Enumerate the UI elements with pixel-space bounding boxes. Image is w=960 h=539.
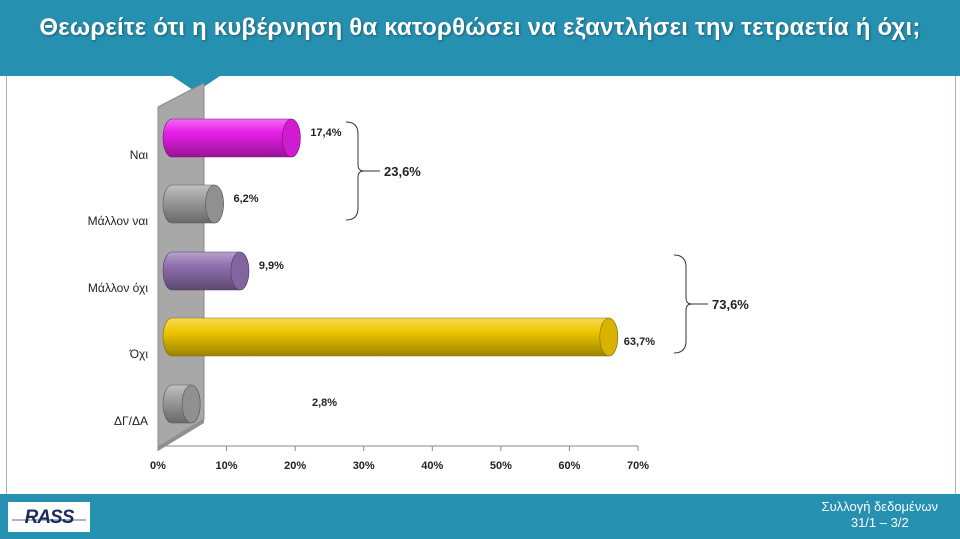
bar-2 — [162, 251, 250, 291]
group-brace — [673, 254, 693, 354]
bar-1 — [162, 184, 224, 224]
bar-cap — [282, 118, 301, 158]
footer-bar — [0, 494, 960, 539]
bar-cap — [181, 384, 201, 424]
category-label: Όχι — [129, 347, 149, 361]
header-bar — [0, 0, 960, 76]
category-label: Μάλλον ναι — [88, 214, 149, 228]
bar-cap — [599, 317, 619, 357]
logo-stripe — [12, 519, 86, 521]
bar-4 — [162, 384, 201, 424]
category-label: Μάλλον όχι — [88, 281, 148, 295]
group-brace — [345, 121, 365, 221]
value-label: 17,4% — [310, 127, 341, 139]
page-title: Θεωρείτε ότι η κυβέρνηση θα κατορθώσει ν… — [39, 14, 921, 41]
bar-body — [162, 118, 301, 158]
collection-dates: 31/1 – 3/2 — [850, 515, 909, 530]
x-tick-label: 60% — [558, 460, 580, 472]
category-label: Ναι — [130, 148, 149, 162]
x-tick-label: 30% — [353, 460, 375, 472]
x-tick-label: 10% — [216, 460, 238, 472]
group-total-label: 73,6% — [712, 297, 749, 312]
group-total-label: 23,6% — [384, 164, 421, 179]
chart-frame — [6, 76, 956, 494]
x-tick-label: 0% — [150, 460, 166, 472]
bar-3 — [162, 317, 619, 357]
rass-logo — [8, 502, 90, 532]
data-collection-info: Συλλογή δεδομένων 31/1 – 3/2 — [822, 499, 938, 531]
bar-cap — [205, 184, 224, 224]
header-pointer — [172, 76, 220, 92]
bar-0 — [162, 118, 301, 158]
x-tick-label: 40% — [421, 460, 443, 472]
value-label: 2,8% — [312, 397, 337, 409]
x-tick-label: 70% — [627, 460, 649, 472]
bar-body — [162, 317, 619, 357]
logo-text: RASS — [24, 507, 75, 528]
x-tick-label: 50% — [490, 460, 512, 472]
collection-label: Συλλογή δεδομένων — [821, 499, 938, 514]
bar-chart: 0% 10% 20% 30% 40% 50% 60% 70% Ναι 17,4% Μάλλον να… — [88, 82, 749, 472]
category-label: ΔΓ/ΔΑ — [114, 414, 148, 428]
value-label: 9,9% — [259, 260, 284, 272]
bar-cap — [230, 251, 250, 291]
value-label: 6,2% — [234, 193, 259, 205]
x-tick-label: 20% — [284, 460, 306, 472]
value-label: 63,7% — [624, 336, 655, 348]
chart-floor-edge — [158, 419, 204, 451]
